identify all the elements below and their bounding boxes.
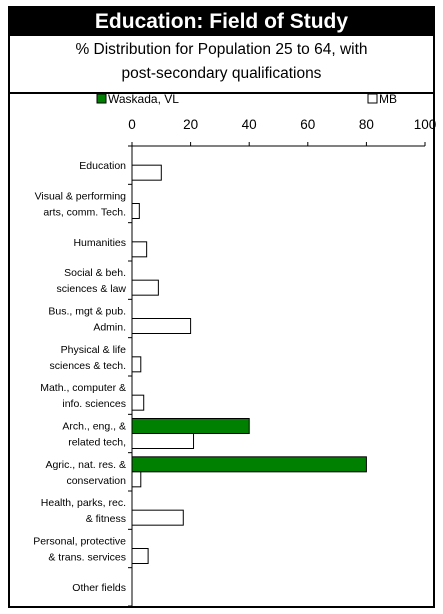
category-label: Social & beh. <box>64 267 126 279</box>
category-label: Admin. <box>93 322 126 334</box>
category-label: Agric., nat. res. & <box>45 459 126 471</box>
bar-mb <box>131 164 162 181</box>
category-label: info. sciences <box>62 398 126 410</box>
category-label: related tech, <box>68 437 126 449</box>
bar-mb <box>131 471 142 488</box>
category-label: Other fields <box>72 582 126 594</box>
x-tick-label: 80 <box>359 117 374 132</box>
bar-waskada <box>131 418 250 434</box>
bar-mb <box>131 548 149 564</box>
bar-mb <box>131 279 159 296</box>
category-label: Physical & life <box>61 344 127 356</box>
bar-mb <box>131 203 140 219</box>
bar-mb <box>131 318 192 334</box>
category-label: conservation <box>66 475 126 487</box>
x-tick-label: 60 <box>300 117 315 132</box>
category-label: Arch., eng., & <box>62 421 126 433</box>
bar-mb <box>131 509 184 526</box>
x-tick-label: 40 <box>242 117 257 132</box>
x-tick-label: 0 <box>128 117 136 132</box>
x-tick-label: 100 <box>414 117 437 132</box>
subtitle-line-1: % Distribution for Population 25 to 64, … <box>75 41 368 58</box>
bar-mb <box>131 433 195 449</box>
category-label: sciences & law <box>57 283 127 295</box>
bar-mb <box>131 356 142 373</box>
bar-waskada <box>131 456 367 473</box>
category-label: Education <box>79 160 126 172</box>
legend-swatch-waskada <box>96 93 107 104</box>
category-label: & trans. services <box>48 552 126 564</box>
category-label: Health, parks, rec. <box>41 497 126 509</box>
bar-mb <box>131 241 148 258</box>
legend-swatch-mb <box>367 93 378 104</box>
chart-subtitle: % Distribution for Population 25 to 64, … <box>10 38 433 86</box>
category-label: sciences & tech. <box>50 360 126 372</box>
chart-frame: Education: Field of Study % Distribution… <box>8 6 435 608</box>
bar-mb <box>131 394 145 411</box>
category-label: Math., computer & <box>40 382 126 394</box>
category-label: arts, comm. Tech. <box>43 207 126 219</box>
category-label: Personal, protective <box>33 536 126 548</box>
subtitle-line-2: post-secondary qualifications <box>121 65 322 82</box>
legend-label-waskada: Waskada, VL <box>108 92 179 106</box>
category-label: & fitness <box>86 513 126 525</box>
chart-title: Education: Field of Study <box>10 8 433 36</box>
category-label: Bus., mgt & pub. <box>48 306 126 318</box>
legend-label-mb: MB <box>379 92 397 106</box>
x-tick-label: 20 <box>183 117 198 132</box>
header-divider <box>10 92 433 94</box>
category-label: Humanities <box>73 237 126 249</box>
category-label: Visual & performing <box>35 191 127 203</box>
